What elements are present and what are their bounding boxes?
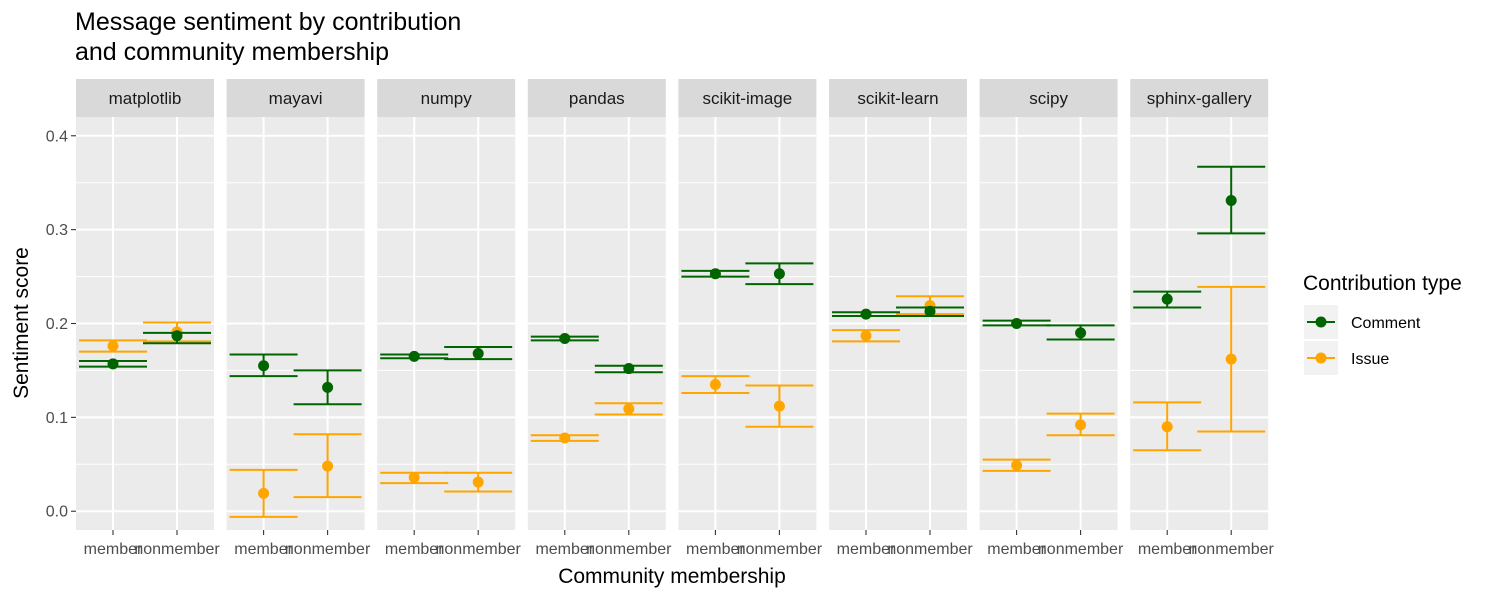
point-issue-member — [408, 471, 420, 483]
facet-strip-label: scipy — [1029, 89, 1068, 108]
legend-key-point — [1315, 352, 1327, 364]
y-tick-label: 0.0 — [46, 504, 68, 521]
y-tick-label: 0.3 — [46, 222, 68, 239]
point-issue-member — [258, 487, 270, 499]
x-tick-label: member — [987, 541, 1046, 558]
point-comment-member — [107, 358, 119, 370]
point-issue-nonmember — [1225, 353, 1237, 365]
point-comment-member — [559, 333, 571, 345]
point-comment-member — [860, 308, 872, 320]
point-comment-nonmember — [1225, 195, 1237, 207]
facet-strip-label: matplotlib — [109, 89, 182, 108]
x-tick-label: nonmember — [1189, 541, 1275, 558]
x-axis-title: Community membership — [558, 565, 786, 588]
y-axis: 0.0 0.1 0.2 0.3 0.4 — [46, 128, 76, 521]
point-comment-nonmember — [623, 363, 635, 375]
point-issue-member — [559, 432, 571, 444]
point-issue-nonmember — [322, 460, 334, 472]
x-tick-label: nonmember — [285, 541, 371, 558]
y-tick-label: 0.2 — [46, 316, 68, 333]
facet-strip — [76, 79, 214, 117]
x-tick-label: nonmember — [436, 541, 522, 558]
x-tick-label: nonmember — [737, 541, 823, 558]
x-tick-label: member — [234, 541, 293, 558]
x-tick-label: member — [385, 541, 444, 558]
x-tick-label: member — [535, 541, 594, 558]
point-issue-nonmember — [623, 403, 635, 415]
x-tick-label: nonmember — [134, 541, 220, 558]
chart-title-line-2: and community membership — [75, 38, 389, 66]
x-tick-label: member — [837, 541, 896, 558]
chart-title-line-1: Message sentiment by contribution — [75, 8, 461, 36]
point-issue-member — [107, 340, 119, 352]
point-comment-member — [1011, 318, 1023, 329]
x-tick-label: member — [1138, 541, 1197, 558]
legend-label: Issue — [1351, 351, 1389, 368]
facet-strip — [226, 79, 365, 117]
point-comment-member — [1161, 293, 1173, 305]
point-comment-nonmember — [924, 305, 936, 317]
point-comment-nonmember — [1075, 327, 1087, 339]
point-issue-nonmember — [472, 476, 484, 488]
facet-strip — [377, 79, 516, 117]
point-comment-member — [709, 268, 721, 280]
x-tick-label: member — [84, 541, 143, 558]
point-comment-nonmember — [322, 381, 334, 393]
y-axis-title: Sentiment score — [10, 247, 33, 399]
point-issue-member — [1011, 459, 1023, 471]
x-tick-label: nonmember — [586, 541, 672, 558]
point-comment-nonmember — [472, 348, 484, 360]
x-tick-label: nonmember — [887, 541, 973, 558]
legend-title: Contribution type — [1303, 272, 1462, 295]
y-tick-label: 0.1 — [46, 410, 68, 427]
facet-strip — [527, 79, 666, 117]
legend-label: Comment — [1351, 315, 1421, 332]
x-tick-label: member — [686, 541, 745, 558]
facet-strip — [1130, 79, 1269, 117]
facet-strip-label: mayavi — [269, 89, 323, 108]
point-comment-member — [408, 350, 420, 362]
point-comment-member — [258, 360, 270, 372]
point-comment-nonmember — [773, 268, 785, 280]
point-issue-member — [860, 330, 872, 342]
legend-entry-issue: Issue — [1304, 341, 1389, 375]
facet-strip-label: scikit-image — [703, 89, 793, 108]
x-tick-label: nonmember — [1038, 541, 1124, 558]
legend: Contribution type Comment Issue — [1303, 272, 1462, 375]
point-comment-nonmember — [171, 330, 183, 342]
point-issue-nonmember — [773, 400, 785, 412]
point-issue-member — [1161, 421, 1173, 433]
legend-entry-comment: Comment — [1304, 305, 1421, 339]
facet-strip-label: pandas — [569, 89, 625, 108]
legend-key-point — [1315, 316, 1327, 328]
facet-strip — [678, 79, 817, 117]
facet-panels: matplotlibmembernonmembermayavimembernon… — [76, 79, 1275, 558]
point-issue-nonmember — [1075, 419, 1087, 431]
facet-strip — [829, 79, 967, 117]
facet-strip-label: scikit-learn — [857, 89, 938, 108]
point-issue-member — [709, 379, 721, 391]
facet-strip-label: numpy — [421, 89, 473, 108]
y-tick-label: 0.4 — [46, 128, 68, 145]
facet-strip-label: sphinx-gallery — [1147, 89, 1252, 108]
facet-strip — [979, 79, 1118, 117]
